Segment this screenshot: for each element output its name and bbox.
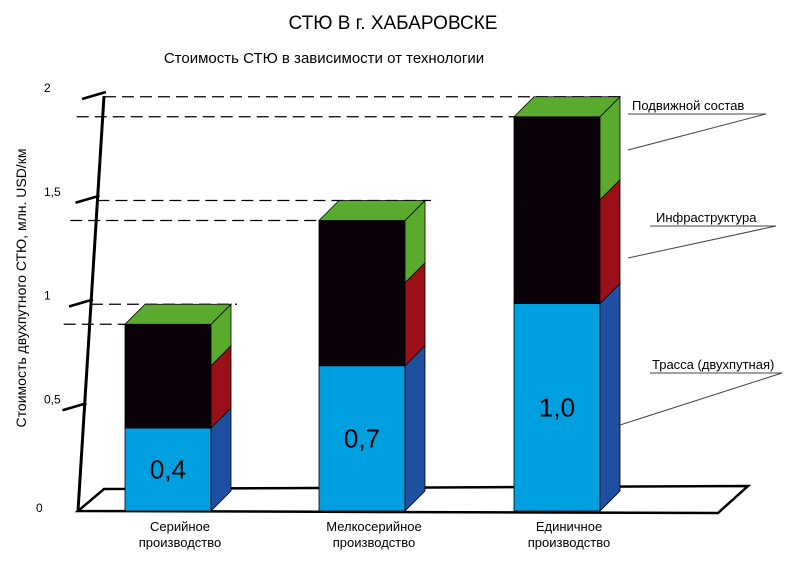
y-axis-label: Стоимость двухпутного СТЮ, млн. USD/км [13, 149, 29, 428]
y-axis-line [76, 95, 106, 512]
axes [74, 95, 752, 515]
bar-segment-front [124, 323, 212, 367]
bar-segment-front [513, 116, 601, 201]
bar-stack [124, 303, 232, 512]
legend-label: Трасса (двухпутная) [652, 357, 774, 372]
category-label: производство [333, 535, 415, 550]
category-label: производство [528, 535, 610, 550]
floor [74, 484, 752, 515]
category-label: Серийное [150, 519, 210, 534]
bar-segment-front [513, 303, 601, 512]
category-label: производство [139, 535, 221, 550]
bar-top [124, 303, 232, 325]
y-tick-mark [81, 90, 107, 101]
y-tick-label: 2 [44, 81, 51, 95]
y-tick-label: 0,5 [44, 392, 61, 406]
category-label: Единичное [536, 519, 602, 534]
y-tick-mark [75, 194, 100, 204]
y-tick-label: 0 [36, 501, 43, 515]
y-tick-label: 1 [44, 289, 51, 303]
legend-leader [619, 372, 783, 426]
bars [124, 95, 621, 512]
value-label: 1,0 [539, 392, 575, 422]
bar-segment-front [513, 199, 601, 304]
legend-leader [627, 113, 767, 151]
bar-top [318, 200, 426, 221]
bar-segment-front [318, 282, 406, 367]
y-tick-label: 1,5 [44, 185, 61, 199]
bar-stack [318, 199, 426, 512]
category-label: Мелкосерийное [326, 519, 422, 534]
bar-segment-side [599, 282, 621, 512]
y-tick-mark [68, 298, 94, 308]
bar-segment-front [124, 365, 212, 429]
legend-leader [627, 225, 777, 259]
bar-segment-side [599, 178, 621, 305]
chart-subtitle: Стоимость СТЮ в зависимости от технологи… [164, 50, 484, 67]
category-labels: СерийноепроизводствоМелкосерийноепроизво… [139, 519, 610, 550]
legend-label: Инфраструктура [656, 210, 757, 225]
legend-label: Подвижной состав [632, 98, 744, 113]
bar-top [513, 96, 621, 118]
value-label: 0,4 [150, 455, 186, 485]
value-label: 0,7 [344, 423, 380, 453]
bar-segment-front [318, 220, 406, 284]
y-tick-mark [62, 402, 87, 412]
bar-segment-side [404, 344, 426, 512]
chart-title: СТЮ В г. ХАБАРОВСКЕ [289, 13, 498, 34]
value-labels: 0,4 0,7 1,0 [150, 392, 575, 484]
y-ticks: 0 0,5 1 1,5 2 [36, 81, 107, 515]
bar-stack [513, 95, 621, 512]
legend: Подвижной состав Инфраструктура Трасса (дв… [619, 98, 783, 426]
